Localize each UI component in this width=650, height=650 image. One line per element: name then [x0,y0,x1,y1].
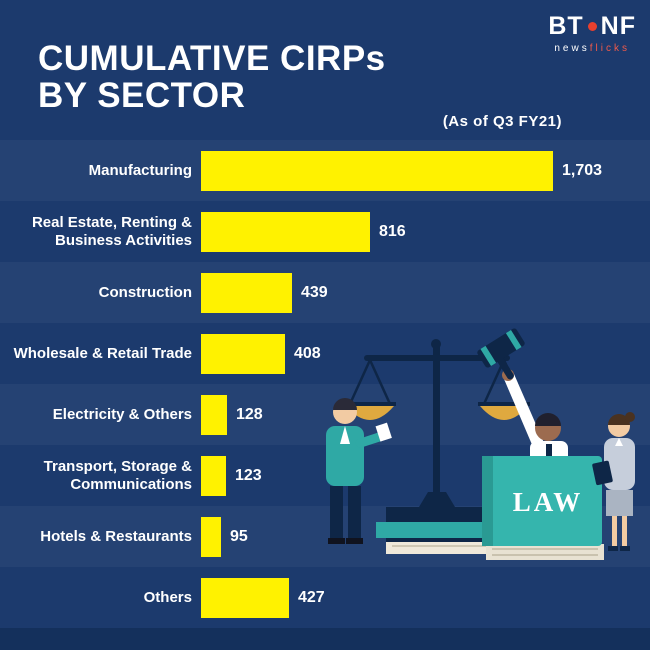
btnf-logo-text: BT NF [548,12,636,41]
bar-row: Manufacturing 1,703 [0,140,650,201]
bar-value: 408 [294,344,321,362]
bar-value: 95 [230,527,248,545]
bar [201,455,226,496]
bottom-strip [0,628,650,650]
bar-value: 816 [379,222,406,240]
bar [201,394,227,435]
logo-tagline-news: news [554,43,590,54]
bar-row: Construction 439 [0,262,650,323]
bar-row: Transport, Storage & Communications 123 [0,445,650,506]
bar-label: Others [143,588,192,606]
bar-label: Manufacturing [88,161,192,179]
bar-label: Wholesale & Retail Trade [13,344,192,362]
bar [201,577,289,618]
page-subtitle: (As of Q3 FY21) [442,113,562,130]
bar-label: Hotels & Restaurants [40,527,192,545]
bar-row: Hotels & Restaurants 95 [0,506,650,567]
bar-value: 427 [298,588,325,606]
logo-red-dot-icon [587,22,597,31]
bar-value: 1,703 [562,161,603,179]
bar-label: Construction [98,283,192,301]
page-title: CUMULATIVE CIRPs BY SECTOR [38,40,386,114]
bar-label: Transport, Storage & Communications [43,458,192,493]
bar-value: 123 [235,466,262,484]
bar [201,150,553,191]
bar [201,516,221,557]
bar-label: Electricity & Others [52,405,192,423]
bar-value: 439 [301,283,328,301]
bar-row: Wholesale & Retail Trade 408 [0,323,650,384]
bar-label: Real Estate, Renting & Business Activiti… [31,214,192,249]
bar-row: Electricity & Others 128 [0,384,650,445]
bar [201,272,292,313]
page-title-line1: CUMULATIVE CIRPs [38,39,386,78]
btnf-logo: BT NF newsflicks [548,12,636,54]
page-title-line2: BY SECTOR [38,76,246,116]
logo-nf: NF [600,12,636,40]
bar-row: Real Estate, Renting & Business Activiti… [0,201,650,262]
logo-tagline: newsflicks [548,43,636,54]
bar-row: Others 427 [0,567,650,628]
bar-value: 128 [236,405,263,423]
logo-tagline-flicks: flicks [589,43,630,54]
bar [201,333,285,374]
logo-bt: BT [548,12,584,40]
bar [201,211,370,252]
bar-chart: Manufacturing 1,703 Real Estate, Renting &… [0,140,650,628]
